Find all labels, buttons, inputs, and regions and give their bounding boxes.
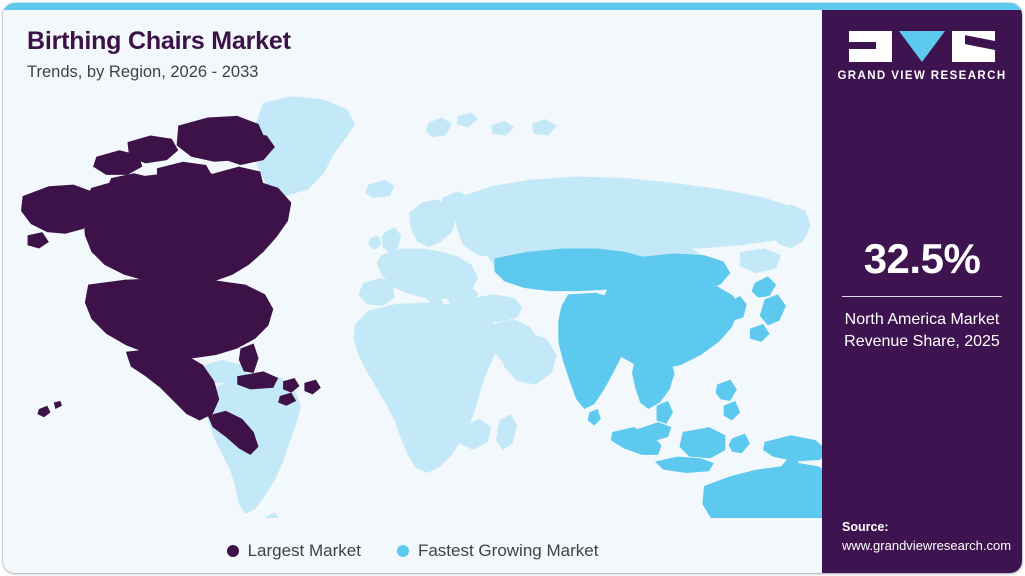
infographic-card: Birthing Chairs Market Trends, by Region…: [3, 3, 1022, 573]
page-title: Birthing Chairs Market: [27, 27, 291, 55]
legend-label-fastest-growing-market: Fastest Growing Market: [417, 541, 599, 560]
stat-block: 32.5% North America Market Revenue Share…: [822, 238, 1022, 353]
legend-item-fastest-growing-market: Fastest Growing Market: [396, 541, 599, 560]
brand-logo: GRAND VIEW RESEARCH: [822, 31, 1022, 82]
stats-panel: GRAND VIEW RESEARCH 32.5% North America …: [822, 10, 1022, 573]
legend-label-largest-market: Largest Market: [247, 541, 361, 560]
logo-v-triangle-icon: [899, 31, 945, 62]
world-map: [3, 88, 822, 518]
top-accent-bar: [3, 3, 1022, 10]
brand-name: GRAND VIEW RESEARCH: [837, 70, 1007, 82]
logo-marks: [849, 31, 995, 62]
map-regions-other: [199, 96, 811, 518]
source-url[interactable]: www.grandviewresearch.com: [842, 537, 1012, 553]
legend-dot-largest-market: [226, 544, 239, 557]
world-map-svg: [21, 96, 822, 518]
logo-g-icon: [849, 31, 892, 62]
stat-divider: [842, 296, 1002, 297]
map-pane: Birthing Chairs Market Trends, by Region…: [3, 10, 822, 573]
legend-dot-fastest-growing-market: [396, 544, 409, 557]
stat-value: 32.5%: [863, 235, 981, 282]
legend-item-largest-market: Largest Market: [226, 541, 361, 560]
logo-r-icon: [952, 31, 995, 62]
source-block: Source: www.grandviewresearch.com: [842, 519, 1017, 555]
map-region-north-america: [21, 115, 321, 455]
legend: Largest Market Fastest Growing Market: [3, 542, 822, 559]
title-block: Birthing Chairs Market Trends, by Region…: [27, 27, 291, 81]
stat-caption-line1: North America Market: [844, 311, 1000, 328]
stat-caption-line2: Revenue Share, 2025: [844, 333, 1000, 351]
page-subtitle: Trends, by Region, 2026 - 2033: [27, 62, 259, 81]
map-region-asia-pacific: [494, 248, 822, 518]
source-label: Source:: [842, 520, 889, 535]
